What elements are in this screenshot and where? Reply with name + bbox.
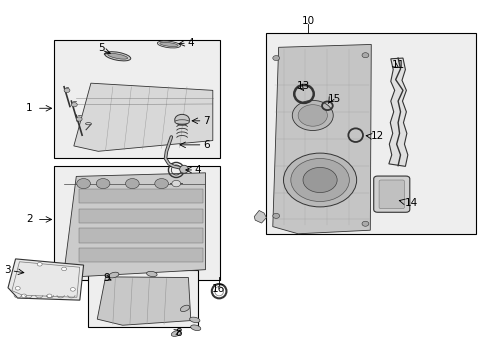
Text: 5: 5 [98, 43, 104, 53]
Polygon shape [79, 189, 203, 203]
Ellipse shape [146, 271, 157, 276]
Circle shape [37, 262, 42, 266]
Circle shape [15, 287, 20, 290]
Ellipse shape [174, 120, 189, 124]
Text: 4: 4 [194, 165, 201, 175]
Text: 2: 2 [26, 215, 32, 224]
Circle shape [290, 158, 348, 202]
Polygon shape [272, 44, 370, 234]
Ellipse shape [171, 330, 181, 337]
Ellipse shape [157, 41, 180, 48]
Bar [88, 270, 198, 327]
Circle shape [272, 213, 279, 219]
Ellipse shape [108, 272, 119, 278]
Circle shape [361, 53, 368, 58]
Text: 8: 8 [175, 328, 182, 338]
Circle shape [77, 179, 90, 189]
Circle shape [292, 100, 332, 131]
Circle shape [298, 105, 327, 126]
Text: 13: 13 [297, 81, 310, 91]
Ellipse shape [104, 52, 130, 61]
Text: 7: 7 [203, 116, 209, 126]
FancyBboxPatch shape [373, 176, 409, 212]
Polygon shape [79, 248, 203, 262]
Bar [54, 166, 220, 280]
Text: 12: 12 [370, 131, 384, 141]
Polygon shape [79, 228, 203, 243]
Polygon shape [74, 83, 212, 151]
Polygon shape [79, 209, 203, 223]
Text: 10: 10 [301, 17, 314, 27]
Ellipse shape [107, 53, 127, 59]
Text: 4: 4 [187, 38, 194, 48]
Circle shape [125, 179, 139, 189]
Ellipse shape [190, 325, 201, 330]
Circle shape [171, 180, 180, 187]
Polygon shape [64, 173, 205, 277]
Text: 11: 11 [391, 60, 405, 70]
Circle shape [155, 179, 168, 189]
FancyBboxPatch shape [378, 180, 404, 209]
Circle shape [283, 153, 356, 207]
Polygon shape [254, 211, 266, 223]
Text: 3: 3 [4, 265, 10, 275]
Circle shape [71, 103, 77, 107]
Ellipse shape [174, 114, 189, 125]
Ellipse shape [189, 317, 200, 323]
Polygon shape [8, 259, 83, 300]
Circle shape [61, 267, 66, 271]
Text: 15: 15 [327, 94, 340, 104]
Polygon shape [97, 277, 190, 325]
Ellipse shape [179, 165, 188, 173]
Ellipse shape [160, 42, 178, 46]
Text: 14: 14 [404, 198, 417, 208]
Circle shape [303, 167, 336, 193]
Circle shape [76, 117, 82, 121]
Ellipse shape [85, 123, 91, 125]
Circle shape [21, 294, 26, 298]
Text: 9: 9 [103, 273, 109, 283]
Circle shape [272, 55, 279, 60]
Text: 1: 1 [26, 103, 32, 113]
Circle shape [64, 88, 70, 93]
Circle shape [47, 294, 52, 298]
Bar [266, 33, 475, 234]
Bar [54, 40, 220, 158]
Ellipse shape [180, 305, 189, 311]
Circle shape [361, 221, 368, 226]
Polygon shape [388, 58, 407, 166]
Circle shape [70, 288, 75, 291]
Text: 16: 16 [211, 284, 224, 294]
Text: 6: 6 [203, 140, 209, 150]
Circle shape [96, 179, 110, 189]
